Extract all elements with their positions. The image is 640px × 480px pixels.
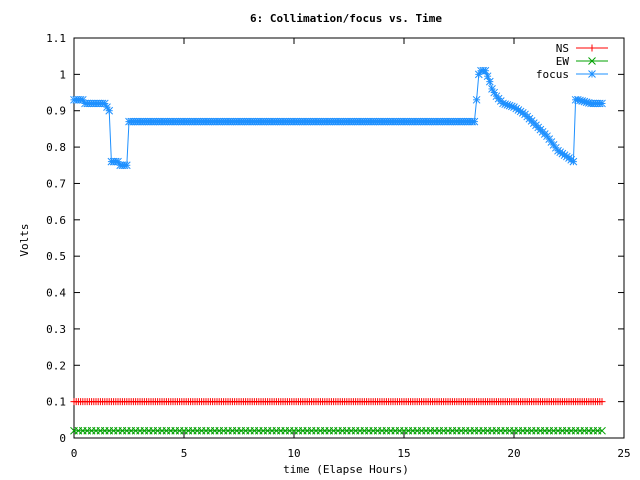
marker-stroke — [103, 103, 111, 111]
marker-stroke — [556, 148, 565, 157]
data-point — [472, 95, 481, 104]
data-point — [598, 426, 606, 435]
legend-marker — [588, 44, 596, 52]
y-tick-label: 1 — [59, 68, 66, 81]
chart-title: 6: Collimation/focus vs. Time — [250, 12, 442, 25]
marker-stroke — [514, 106, 523, 114]
marker-stroke — [598, 426, 606, 435]
marker-stroke — [470, 117, 479, 126]
y-tick-label: 0.3 — [46, 323, 66, 336]
axes: 0 5 10 15 20 25 0 0.1 0.2 0.3 0.4 0.5 0.6 0.7 0.8 0.9 1 1… — [46, 32, 631, 460]
y-tick-label: 0.6 — [46, 214, 66, 227]
marker-stroke — [78, 95, 87, 104]
data-point — [470, 117, 479, 126]
marker-stroke — [512, 104, 521, 113]
marker-stroke — [598, 99, 606, 108]
marker-stroke — [483, 72, 492, 81]
marker-stroke — [472, 95, 481, 104]
y-tick-label: 0.8 — [46, 141, 66, 154]
data-point — [105, 106, 114, 115]
marker-stroke — [569, 157, 578, 166]
marker-stroke — [549, 141, 558, 149]
y-tick-label: 0.7 — [46, 177, 66, 190]
series-ew — [70, 426, 606, 435]
marker-stroke — [105, 106, 114, 115]
x-tick-label: 10 — [287, 447, 300, 460]
legend-marker — [588, 70, 596, 78]
y-tick-label: 0 — [59, 432, 66, 445]
x-tick-label: 5 — [181, 447, 188, 460]
marker-stroke — [588, 70, 596, 78]
marker-stroke — [588, 57, 596, 65]
marker-stroke — [547, 138, 556, 146]
marker-stroke — [562, 152, 571, 161]
y-tick-label: 0.4 — [46, 287, 66, 300]
data-point — [562, 152, 571, 161]
marker-stroke — [543, 132, 551, 141]
x-tick-label: 15 — [397, 447, 410, 460]
marker-stroke — [558, 149, 567, 158]
marker-stroke — [518, 109, 527, 117]
marker-stroke — [100, 99, 109, 108]
x-tick-label: 25 — [617, 447, 630, 460]
y-tick-label: 1.1 — [46, 32, 66, 45]
y-tick-label: 0.2 — [46, 359, 66, 372]
data-point — [598, 99, 606, 108]
data-point — [569, 157, 578, 166]
legend-marker — [588, 57, 596, 65]
x-axis-label: time (Elapse Hours) — [283, 463, 409, 476]
data-point — [598, 398, 606, 406]
data-point — [485, 77, 494, 86]
plot-frame — [73, 37, 625, 439]
marker-stroke — [516, 107, 525, 116]
marker-stroke — [551, 143, 560, 152]
legend-item-ns: NS — [556, 42, 608, 55]
plot-series — [70, 66, 606, 435]
series-focus — [70, 66, 606, 170]
x-tick-label: 20 — [507, 447, 520, 460]
x-tick-label: 0 — [71, 447, 78, 460]
marker-stroke — [560, 151, 569, 159]
y-tick-label: 0.9 — [46, 105, 66, 118]
series-ns — [70, 398, 606, 406]
marker-stroke — [490, 88, 499, 97]
marker-stroke — [488, 85, 496, 93]
y-axis-label: Volts — [18, 223, 31, 256]
marker-stroke — [554, 146, 562, 155]
legend-label: focus — [536, 68, 569, 81]
legend-label: NS — [556, 42, 569, 55]
marker-stroke — [114, 157, 122, 166]
marker-stroke — [122, 161, 131, 170]
marker-stroke — [481, 66, 490, 75]
marker-stroke — [545, 135, 554, 143]
data-point — [510, 103, 518, 111]
y-tick-label: 0.5 — [46, 250, 66, 263]
y-tick-label: 0.1 — [46, 396, 66, 409]
marker-stroke — [485, 77, 494, 86]
marker-stroke — [510, 103, 518, 111]
legend-label: EW — [556, 55, 570, 68]
data-point — [122, 161, 131, 170]
legend-item-focus: focus — [536, 68, 608, 81]
legend-item-ew: EW — [556, 55, 608, 68]
